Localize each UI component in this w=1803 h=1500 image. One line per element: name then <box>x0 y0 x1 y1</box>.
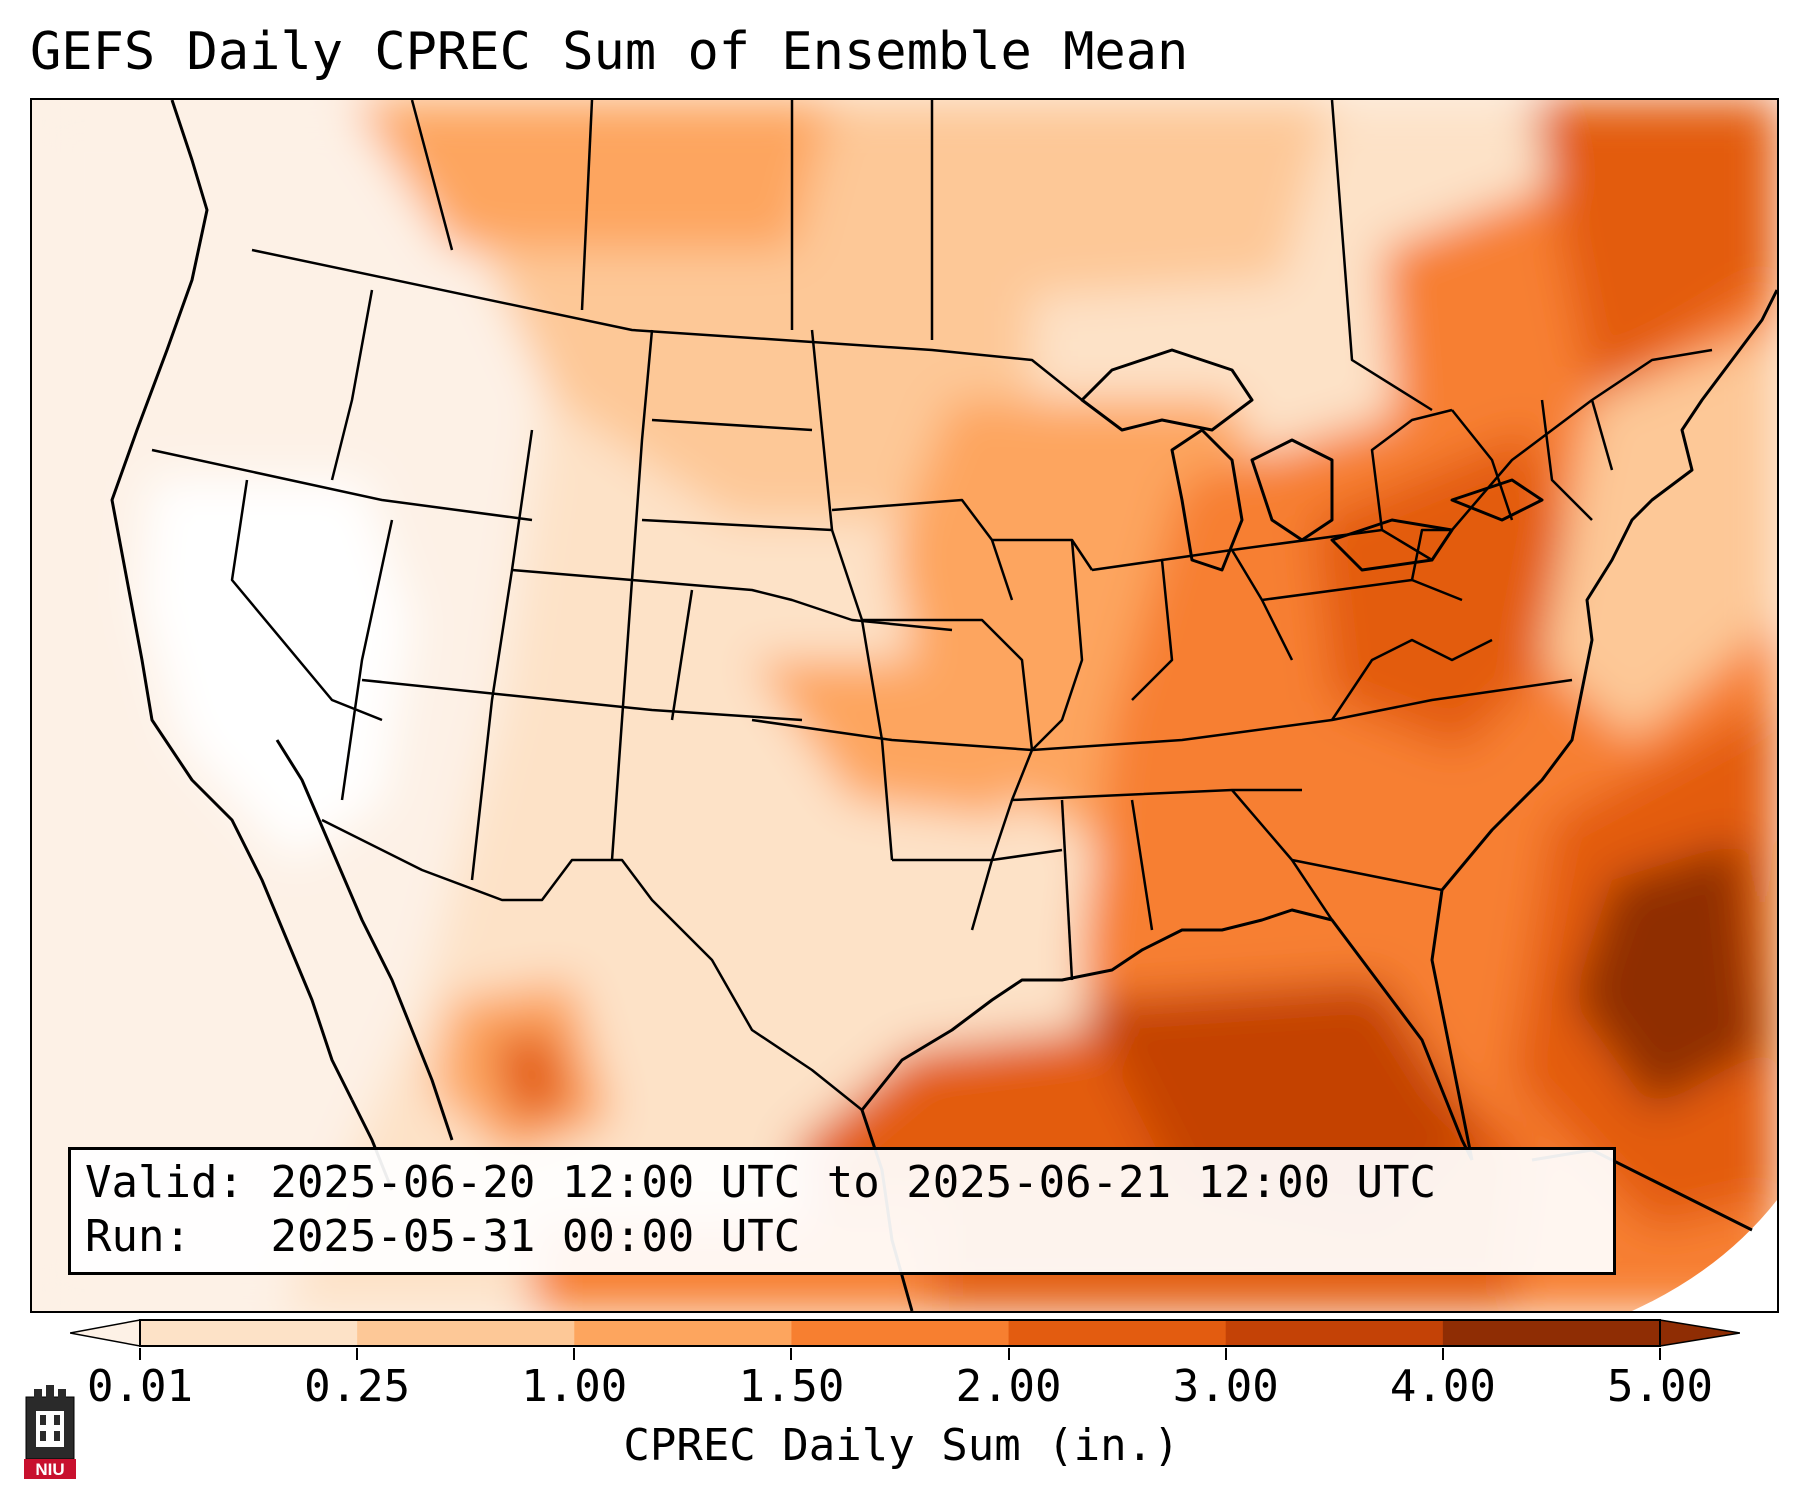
map-panel: Valid: 2025-06-20 12:00 UTC to 2025-06-2… <box>30 98 1779 1313</box>
state-borders <box>151 100 1713 1111</box>
colorbar-tick-mark <box>356 1348 359 1360</box>
colorbar-segment <box>1008 1320 1227 1346</box>
page-title: GEFS Daily CPREC Sum of Ensemble Mean <box>30 22 1189 82</box>
colorbar-segment <box>1225 1320 1444 1346</box>
niu-logo: NIU <box>24 1385 76 1479</box>
valid-label: Valid: <box>85 1157 244 1208</box>
run-time: 2025-05-31 00:00 UTC <box>270 1211 801 1262</box>
colorbar-segment <box>140 1320 358 1346</box>
colorbar-segment <box>1442 1320 1661 1346</box>
colorbar-segment <box>357 1320 575 1346</box>
colorbar-tick-mark <box>1659 1348 1661 1360</box>
colorbar-max-arrow <box>1659 1319 1740 1347</box>
valid-range: 2025-06-20 12:00 UTC to 2025-06-21 12:00… <box>270 1157 1437 1208</box>
colorbar-ticks: 0.01 0.25 1.00 1.50 2.00 3.00 4.00 5.00 <box>0 1348 1803 1428</box>
precip-map <box>32 100 1777 1311</box>
domain-edge <box>1632 1200 1777 1311</box>
colorbar-tick-label: 0.01 <box>87 1361 193 1412</box>
colorbar-tick-label: 3.00 <box>1172 1361 1279 1412</box>
info-box: Valid: 2025-06-20 12:00 UTC to 2025-06-2… <box>68 1147 1616 1275</box>
colorbar-min-arrow <box>70 1319 141 1347</box>
colorbar-tick-label: 1.50 <box>738 1361 845 1412</box>
colorbar-tick-label: 5.00 <box>1607 1361 1713 1412</box>
colorbar-tick-mark <box>1441 1348 1444 1360</box>
colorbar-segment <box>574 1320 792 1346</box>
run-label: Run: <box>85 1211 191 1262</box>
colorbar-label: CPREC Daily Sum (in.) <box>623 1420 1180 1471</box>
colorbar-tick-label: 4.00 <box>1389 1361 1496 1412</box>
colorbar-tick-mark <box>573 1348 576 1360</box>
colorbar-tick-mark <box>790 1348 793 1360</box>
colorbar-tick-mark <box>1007 1348 1010 1360</box>
colorbar-tick-mark <box>139 1348 141 1360</box>
colorbar-segment <box>791 1320 1010 1346</box>
colorbar-tick-label: 0.25 <box>304 1361 411 1412</box>
colorbar-tick-label: 2.00 <box>955 1361 1062 1412</box>
svg-text:NIU: NIU <box>35 1460 64 1479</box>
colorbar-tick-mark <box>1224 1348 1227 1360</box>
colorbar <box>70 1319 1740 1347</box>
colorbar-tick-label: 1.00 <box>521 1361 628 1412</box>
precip-field <box>32 100 1777 1311</box>
